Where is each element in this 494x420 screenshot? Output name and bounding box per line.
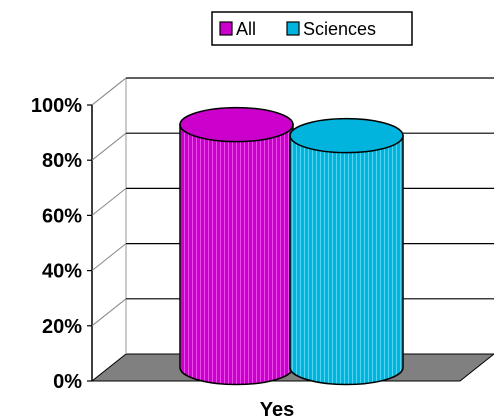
gridline-side: [91, 77, 127, 106]
bars: [179, 106, 404, 386]
bar-body: [179, 123, 294, 386]
gridline-side: [91, 243, 127, 271]
bar-top: [289, 117, 404, 154]
y-tick-label: 0%: [53, 371, 82, 393]
legend-swatch-all: [219, 21, 233, 36]
gridline-side: [91, 132, 127, 161]
y-tick-label: 40%: [42, 261, 82, 283]
x-category-label: Yes: [260, 399, 294, 420]
gridline-side: [91, 298, 127, 327]
bar-body: [289, 134, 404, 386]
bar-all: [179, 106, 294, 386]
x-axis-labels: Yes: [260, 399, 294, 420]
y-tick-label: 100%: [31, 95, 82, 117]
legend-box: [211, 11, 413, 46]
legend-swatch-sciences: [286, 21, 300, 36]
y-tick-label: 20%: [42, 316, 82, 338]
legend-label-sciences: Sciences: [303, 19, 376, 39]
gridline-side: [91, 188, 127, 216]
legend-label-all: All: [236, 19, 256, 39]
y-axis-tick-labels: 0% 20% 40% 60% 80% 100%: [31, 95, 82, 393]
legend: All Sciences: [211, 11, 413, 46]
y-tick-label: 60%: [42, 205, 82, 227]
bar-top: [179, 106, 294, 143]
bar-sciences: [289, 117, 404, 386]
y-tick-label: 80%: [42, 150, 82, 172]
